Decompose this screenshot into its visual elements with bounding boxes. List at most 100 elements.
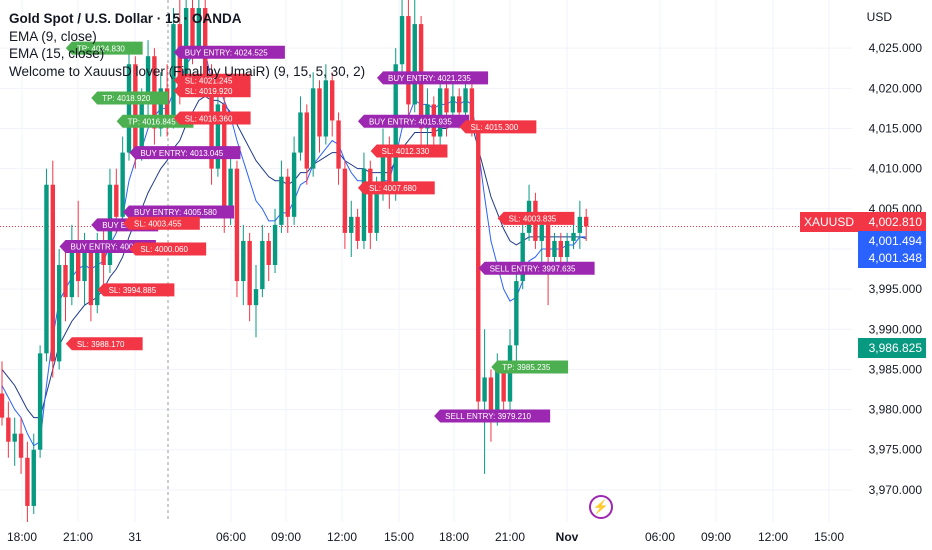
sl-signal-label [459, 120, 537, 134]
indicator-xauusd-lover[interactable]: Welcome to XauusD lover (Final by UmaiR)… [9, 63, 366, 79]
price-tag [858, 338, 926, 358]
sl-signal-text: SL: 4021.245 [185, 77, 233, 86]
sl-signal-label [357, 181, 435, 195]
price-tag-text: 4,001.348 [869, 251, 923, 265]
tp-signal-text: TP: 4024.830 [77, 44, 126, 53]
candle [469, 88, 475, 129]
symbol-tag-text: XAUUSD [804, 215, 854, 229]
sl-signal-text: SL: 4000.060 [140, 245, 188, 254]
candle [457, 96, 462, 113]
entry-signal-text: SELL ENTRY: 3997.635 [490, 264, 576, 273]
candle [63, 265, 68, 298]
candle [285, 176, 290, 217]
candle [6, 417, 11, 442]
candle [463, 88, 468, 113]
x-tick-label: 31 [128, 530, 142, 544]
candle [501, 369, 506, 402]
x-tick-label: 09:00 [271, 530, 301, 544]
x-tick-label: 12:00 [327, 530, 357, 544]
candle [552, 240, 557, 257]
candle [488, 377, 494, 418]
currency-label[interactable]: USD [866, 10, 892, 24]
candle [406, 16, 411, 105]
sl-signal-text: SL: 4019.920 [185, 87, 233, 96]
price-tag-text: 4,001.494 [869, 234, 923, 248]
candle [260, 240, 265, 290]
entry-signal-text: BUY ENTRY: 4021.235 [388, 74, 471, 83]
sl-signal-text: SL: 4003.455 [134, 219, 182, 228]
candle [133, 64, 138, 153]
sl-signal-text: SL: 4015.300 [471, 123, 519, 132]
candle [139, 104, 144, 153]
candle [190, 8, 195, 49]
candle [310, 88, 316, 169]
indicator-ema-9[interactable]: EMA (9, close) [9, 28, 97, 44]
candle [564, 240, 570, 257]
candle [476, 128, 481, 402]
candle [323, 80, 329, 137]
chart-legend: Gold Spot / U.S. Dollar · 15 · OANDA EMA… [9, 10, 365, 80]
entry-signal-text: BUY ENTRY: 4005.580 [134, 208, 217, 217]
sl-signal-label [497, 211, 575, 225]
candle [279, 176, 284, 225]
y-tick-label: 3,980.000 [869, 403, 923, 417]
sl-signal-text: SL: 3988.170 [77, 340, 125, 349]
price-tag [858, 231, 926, 251]
symbol-title[interactable]: Gold Spot / U.S. Dollar · 15 · OANDA [9, 11, 242, 26]
candle [437, 88, 443, 137]
entry-signal-text: BUY ENTRY: 4024.525 [185, 48, 268, 57]
entry-signal-label [123, 205, 235, 219]
entry-signal-text: SELL ENTRY: 3979.210 [445, 412, 531, 421]
candle [444, 88, 449, 113]
sl-signal-label [97, 283, 175, 297]
sl-signal-text: SL: 4003.835 [509, 215, 557, 224]
candle [399, 16, 405, 65]
candle [69, 240, 75, 298]
candle [56, 265, 62, 362]
candle [368, 168, 373, 233]
candle [558, 240, 563, 257]
x-tick-label: 09:00 [701, 530, 731, 544]
candle [545, 224, 551, 257]
candle [380, 144, 386, 193]
candle [0, 393, 5, 418]
candle [482, 377, 487, 402]
candle [330, 80, 335, 121]
x-tick-label: Nov [556, 530, 579, 544]
candle [234, 168, 240, 282]
candle [228, 168, 233, 217]
y-tick-label: 3,985.000 [869, 362, 923, 376]
candle [317, 88, 322, 137]
candle [215, 104, 221, 169]
candle [203, 8, 208, 81]
candle [247, 240, 252, 306]
candle [196, 8, 202, 49]
candle [222, 104, 227, 217]
sl-signal-text: SL: 3994.885 [109, 286, 157, 295]
entry-signal-label [377, 71, 489, 85]
tp-signal-label [491, 360, 569, 374]
candle [450, 96, 456, 113]
candle [120, 152, 125, 217]
candle [50, 184, 55, 362]
x-tick-label: 06:00 [645, 530, 675, 544]
candle [393, 64, 398, 193]
candle [571, 232, 576, 241]
candle [374, 192, 379, 233]
indicator-ema-15[interactable]: EMA (15, close) [9, 46, 105, 61]
sl-signal-label [173, 84, 251, 98]
price-tag-text: 3,986.825 [869, 341, 923, 355]
sl-signal-label [123, 216, 200, 230]
y-tick-label: 4,020.000 [869, 81, 923, 95]
entry-signal-label [173, 45, 285, 59]
entry-signal-text: BUY ENTRY: 4001. [71, 243, 141, 252]
sl-signal-label [65, 337, 143, 351]
candle [88, 248, 94, 306]
lightning-icon[interactable]: ⚡ [589, 495, 613, 519]
candle [361, 168, 367, 241]
x-tick-label: 06:00 [216, 530, 246, 544]
candle [584, 216, 589, 227]
x-tick-label: 12:00 [758, 530, 788, 544]
